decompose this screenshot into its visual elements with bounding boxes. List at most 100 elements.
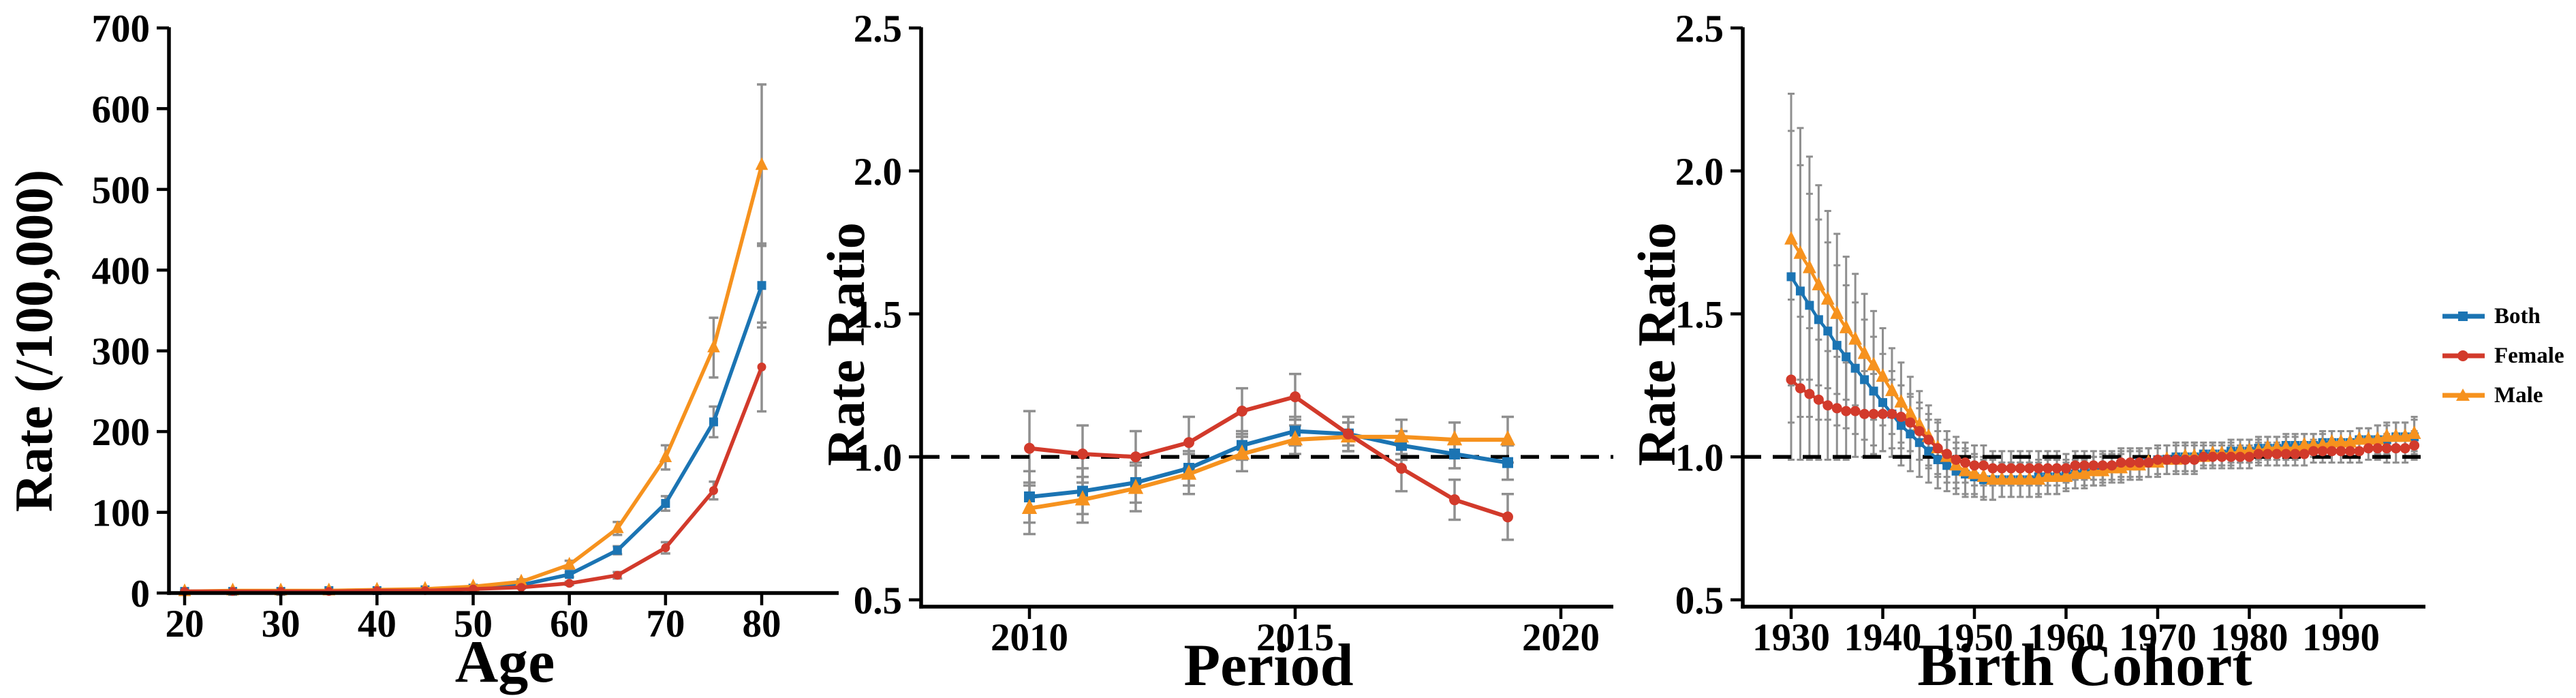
legend-label-male: Male <box>2494 382 2543 408</box>
series-line-both <box>1027 429 1510 499</box>
age-error-bars <box>180 83 767 594</box>
circle-marker <box>1237 406 1247 417</box>
circle-marker <box>2143 457 2154 468</box>
square-marker <box>1933 455 1942 464</box>
x-tick-label: 1940 <box>1844 616 1922 659</box>
circle-marker <box>2308 446 2319 457</box>
circle-marker <box>2198 451 2209 462</box>
circle-marker <box>2107 460 2117 471</box>
triangle-marker <box>1894 394 1908 408</box>
x-tick-label: 40 <box>358 603 397 646</box>
cohort-y-axis-title: Rate Ratio <box>1627 222 1686 466</box>
circle-marker <box>2244 451 2254 462</box>
y-tick-label: 500 <box>92 169 151 212</box>
circle-marker <box>2253 449 2264 459</box>
triangle-marker <box>1812 277 1826 290</box>
triangle-marker <box>2352 431 2366 445</box>
triangle-marker <box>2242 442 2256 457</box>
period-x-axis-title: Period <box>1183 633 1353 698</box>
circle-marker <box>1813 394 1824 405</box>
square-marker <box>1814 315 1823 324</box>
triangle-marker <box>1995 471 2009 485</box>
circle-marker <box>2381 443 2392 454</box>
square-marker <box>1924 446 1934 456</box>
triangle-marker <box>2334 434 2348 448</box>
cohort-x-axis-title: Birth Cohort <box>1917 633 2252 698</box>
circle-marker <box>2317 446 2328 457</box>
legend-triangle-marker <box>2456 389 2470 401</box>
y-tick-label: 700 <box>92 7 151 50</box>
circle-marker <box>757 362 766 371</box>
triangle-marker <box>2040 468 2055 482</box>
triangle-marker <box>2297 436 2312 451</box>
circle-marker <box>1887 408 1897 419</box>
triangle-marker <box>1985 471 2000 485</box>
circle-marker <box>2171 454 2182 465</box>
x-tick-label: 50 <box>454 603 493 646</box>
x-tick-label: 60 <box>550 603 589 646</box>
triangle-marker <box>1784 230 1798 245</box>
square-marker <box>757 281 766 290</box>
square-marker <box>1823 327 1833 336</box>
legend-circle-marker <box>2457 350 2468 361</box>
circle-marker <box>2097 460 2108 471</box>
triangle-marker <box>1500 430 1516 446</box>
circle-marker <box>1449 494 1460 506</box>
circle-marker <box>1850 406 1861 416</box>
square-marker <box>612 545 622 555</box>
x-tick-label: 80 <box>743 603 781 646</box>
y-tick-label: 1.5 <box>854 294 902 337</box>
circle-marker <box>2354 446 2365 457</box>
triangle-marker <box>1857 345 1872 359</box>
circle-marker <box>1396 463 1407 474</box>
circle-marker <box>1343 428 1354 440</box>
x-tick-label: 1960 <box>2028 616 2105 659</box>
y-tick-label: 1.0 <box>854 436 902 479</box>
triangle-marker <box>2380 428 2394 442</box>
square-marker <box>1024 491 1035 502</box>
circle-marker <box>2051 463 2062 474</box>
circle-marker <box>2363 443 2374 454</box>
triangle-marker <box>1234 444 1250 460</box>
legend-label-both: Both <box>2494 303 2541 329</box>
y-tick-label: 1.0 <box>1675 436 1724 479</box>
circle-marker <box>516 583 526 592</box>
circle-marker <box>2336 446 2346 457</box>
circle-marker <box>2216 451 2227 462</box>
triangle-marker <box>1976 468 1991 482</box>
triangle-marker <box>707 339 720 352</box>
triangle-marker <box>2389 428 2403 442</box>
legend-label-female: Female <box>2494 343 2564 368</box>
square-marker <box>1795 286 1805 296</box>
circle-marker <box>1804 389 1815 399</box>
square-marker <box>1869 386 1878 396</box>
circle-marker <box>1895 412 1906 423</box>
triangle-marker <box>563 556 576 570</box>
square-marker <box>1906 429 1915 439</box>
circle-marker <box>2235 451 2246 462</box>
circle-marker <box>2006 463 2017 474</box>
circle-marker <box>1502 511 1513 523</box>
triangle-marker <box>2013 471 2028 485</box>
age-axes: 0 100 200 300 400 500 600 700 20 30 40 50 60 70 80 <box>92 7 839 646</box>
circle-marker <box>2115 457 2126 468</box>
triangle-marker <box>1830 305 1844 319</box>
circle-marker <box>2179 454 2190 465</box>
x-tick-label: 1950 <box>1936 616 2013 659</box>
period-panel: 0.5 1.0 1.5 2.0 2.5 2010 2015 2020 Period Rate Ra… <box>816 7 1613 698</box>
circle-marker <box>2400 443 2410 454</box>
square-marker <box>1860 375 1869 384</box>
series-line-male <box>1027 434 1510 511</box>
triangle-marker <box>1876 368 1890 382</box>
circle-marker <box>1932 443 1943 454</box>
y-tick-label: 1.5 <box>1675 294 1724 337</box>
triangle-marker <box>1848 331 1863 345</box>
age-y-axis-title: Rate (/100,000) <box>4 170 63 513</box>
circle-marker <box>2189 454 2200 465</box>
square-marker <box>1942 461 1952 470</box>
circle-marker <box>2372 443 2383 454</box>
circle-marker <box>612 571 622 580</box>
x-tick-label: 2015 <box>1256 616 1334 659</box>
